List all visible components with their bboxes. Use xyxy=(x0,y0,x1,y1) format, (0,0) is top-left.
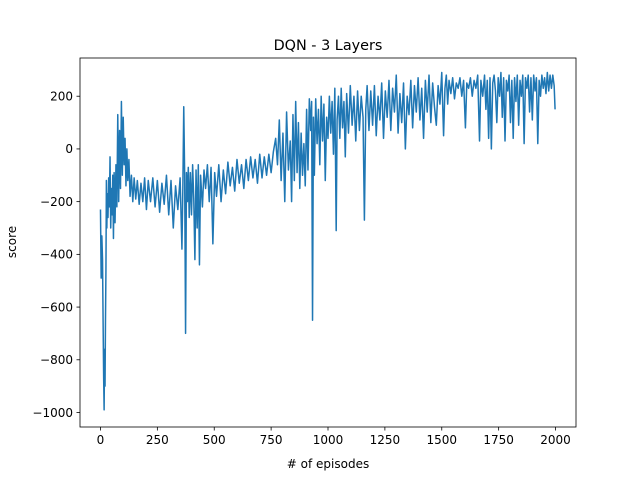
y-tick-label: −600 xyxy=(40,300,73,314)
x-tick-label: 2000 xyxy=(540,433,571,447)
x-axis: 0 250 500 750 1000 1250 1500 1750 2000 xyxy=(97,427,571,447)
y-tick-label: −800 xyxy=(40,353,73,367)
x-tick-label: 1500 xyxy=(426,433,457,447)
y-tick-label: 0 xyxy=(65,142,73,156)
series-line-0 xyxy=(99,71,556,411)
chart-title: DQN - 3 Layers xyxy=(274,38,383,54)
x-tick-label: 750 xyxy=(260,433,283,447)
x-tick-label: 1000 xyxy=(313,433,344,447)
x-tick-label: 1250 xyxy=(370,433,401,447)
y-tick-label: −200 xyxy=(40,195,73,209)
series-layer xyxy=(99,71,556,411)
x-tick-label: 1750 xyxy=(483,433,514,447)
x-tick-label: 500 xyxy=(203,433,226,447)
x-axis-label: # of episodes xyxy=(287,457,369,471)
y-axis: −1000 −800 −600 −400 −200 0 200 xyxy=(32,90,80,420)
y-tick-label: −400 xyxy=(40,248,73,262)
x-tick-label: 0 xyxy=(97,433,105,447)
x-tick-label: 250 xyxy=(146,433,169,447)
y-axis-label: score xyxy=(5,226,19,258)
y-tick-label: −1000 xyxy=(32,406,73,420)
y-tick-label: 200 xyxy=(50,90,73,104)
